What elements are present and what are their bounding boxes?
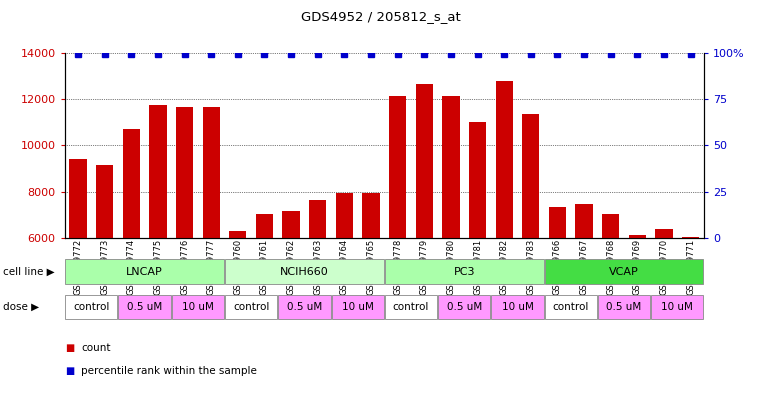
Bar <box>651 295 703 319</box>
Bar <box>123 129 140 238</box>
Bar <box>279 295 330 319</box>
Bar <box>549 207 566 238</box>
Bar <box>416 84 433 238</box>
Bar <box>69 159 87 238</box>
Text: 0.5 uM: 0.5 uM <box>287 302 322 312</box>
Bar <box>442 96 460 238</box>
Text: cell line ▶: cell line ▶ <box>3 266 55 277</box>
Bar <box>575 204 593 238</box>
Bar <box>545 259 703 284</box>
Text: 0.5 uM: 0.5 uM <box>127 302 162 312</box>
Bar <box>309 200 326 238</box>
Bar <box>332 295 384 319</box>
Bar <box>96 165 113 238</box>
Text: ■: ■ <box>65 366 74 376</box>
Text: GDS4952 / 205812_s_at: GDS4952 / 205812_s_at <box>301 10 460 23</box>
Bar <box>629 235 646 238</box>
Text: percentile rank within the sample: percentile rank within the sample <box>81 366 257 376</box>
Text: 10 uM: 10 uM <box>661 302 693 312</box>
Bar <box>202 107 220 238</box>
Text: 0.5 uM: 0.5 uM <box>447 302 482 312</box>
Bar <box>438 295 490 319</box>
Bar <box>282 211 300 238</box>
Bar <box>229 231 247 238</box>
Text: 0.5 uM: 0.5 uM <box>607 302 642 312</box>
Text: count: count <box>81 343 111 353</box>
Bar <box>149 105 167 238</box>
Bar <box>65 295 117 319</box>
Bar <box>389 96 406 238</box>
Text: ■: ■ <box>65 343 74 353</box>
Bar <box>65 259 224 284</box>
Text: PC3: PC3 <box>454 266 475 277</box>
Bar <box>655 228 673 238</box>
Bar <box>256 213 273 238</box>
Text: 10 uM: 10 uM <box>342 302 374 312</box>
Text: 10 uM: 10 uM <box>501 302 533 312</box>
Bar <box>495 81 513 238</box>
Bar <box>602 213 619 238</box>
Text: LNCAP: LNCAP <box>126 266 163 277</box>
Bar <box>336 193 353 238</box>
Bar <box>385 295 437 319</box>
Bar <box>172 295 224 319</box>
Bar <box>598 295 650 319</box>
Bar <box>682 237 699 238</box>
Text: control: control <box>233 302 269 312</box>
Text: control: control <box>552 302 589 312</box>
Bar <box>225 295 277 319</box>
Text: dose ▶: dose ▶ <box>3 302 39 312</box>
Bar <box>522 114 540 238</box>
Text: control: control <box>393 302 429 312</box>
Bar <box>492 295 543 319</box>
Bar <box>119 295 170 319</box>
Text: 10 uM: 10 uM <box>182 302 214 312</box>
Bar <box>545 295 597 319</box>
Bar <box>362 193 380 238</box>
Bar <box>176 107 193 238</box>
Text: VCAP: VCAP <box>609 266 639 277</box>
Text: control: control <box>73 302 110 312</box>
Bar <box>385 259 543 284</box>
Bar <box>469 122 486 238</box>
Bar <box>225 259 384 284</box>
Text: NCIH660: NCIH660 <box>280 266 329 277</box>
